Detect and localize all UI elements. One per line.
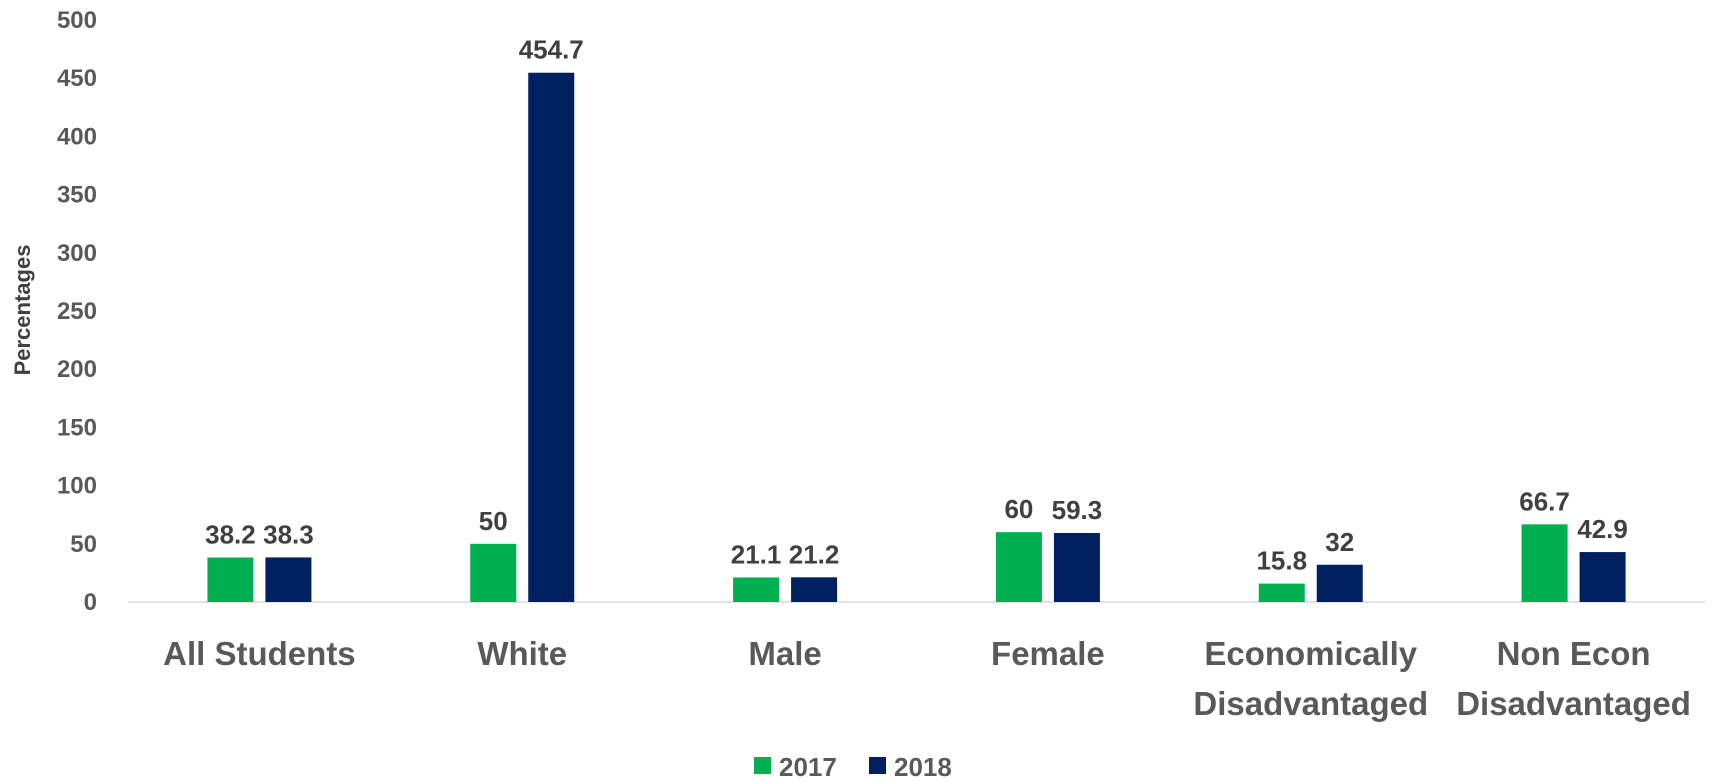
data-label: 38.3 xyxy=(263,519,314,549)
bar-2017 xyxy=(733,577,780,602)
legend-swatch xyxy=(754,757,771,774)
data-label: 60 xyxy=(1004,494,1033,524)
plot-area: 38.2 50 21.1 60 15.8 66.7 38.3 454.7 21.2 59.3 32 4… xyxy=(205,35,1628,603)
data-label: 59.3 xyxy=(1052,495,1103,525)
y-tick-label: 150 xyxy=(57,414,97,441)
y-tick-label: 200 xyxy=(57,356,97,383)
data-label: 21.1 xyxy=(731,539,782,569)
y-tick-label: 400 xyxy=(57,123,97,150)
data-label: 454.7 xyxy=(519,35,584,65)
y-tick-label: 100 xyxy=(57,473,97,500)
bar-2017 xyxy=(207,557,254,602)
data-label: 15.8 xyxy=(1256,546,1307,576)
category-label: Female xyxy=(991,635,1105,672)
y-tick-label: 500 xyxy=(57,7,97,34)
y-tick-label: 0 xyxy=(84,589,97,616)
bar-2017 xyxy=(1521,524,1568,602)
category-label: Male xyxy=(748,635,821,672)
y-tick-label: 300 xyxy=(57,240,97,267)
data-label: 38.2 xyxy=(205,520,256,550)
category-label: Disadvantaged xyxy=(1456,685,1691,722)
legend-swatch xyxy=(869,757,886,774)
bar-2018 xyxy=(1579,552,1626,602)
x-axis: All Students White Male Female Economically D… xyxy=(163,635,1691,722)
data-label: 42.9 xyxy=(1577,514,1628,544)
category-label: All Students xyxy=(163,635,356,672)
y-tick-label: 450 xyxy=(57,65,97,92)
bar-2018 xyxy=(791,577,838,602)
legend: 2017 2018 xyxy=(754,752,952,782)
bar-2017 xyxy=(1258,583,1305,602)
bar-2017 xyxy=(995,532,1042,602)
data-label: 21.2 xyxy=(789,539,840,569)
y-axis-label: Percentages xyxy=(10,245,35,376)
y-tick-label: 350 xyxy=(57,182,97,209)
category-label: White xyxy=(477,635,567,672)
data-label: 50 xyxy=(479,506,508,536)
y-axis: 0 50 100 150 200 250 300 350 400 450 500 xyxy=(57,7,97,616)
category-label: Non Econ xyxy=(1497,635,1651,672)
legend-label: 2018 xyxy=(894,752,952,782)
bar-2018 xyxy=(528,72,575,603)
bar-2018 xyxy=(265,557,312,602)
legend-label: 2017 xyxy=(779,752,837,782)
bar-2018 xyxy=(1053,532,1100,602)
data-label: 32 xyxy=(1325,527,1354,557)
category-label: Economically xyxy=(1204,635,1417,672)
category-label: Disadvantaged xyxy=(1193,685,1428,722)
y-tick-label: 50 xyxy=(70,531,97,558)
data-label: 66.7 xyxy=(1519,486,1570,516)
bar-2018 xyxy=(1316,564,1363,602)
y-tick-label: 250 xyxy=(57,298,97,325)
bar-2017 xyxy=(470,543,517,602)
